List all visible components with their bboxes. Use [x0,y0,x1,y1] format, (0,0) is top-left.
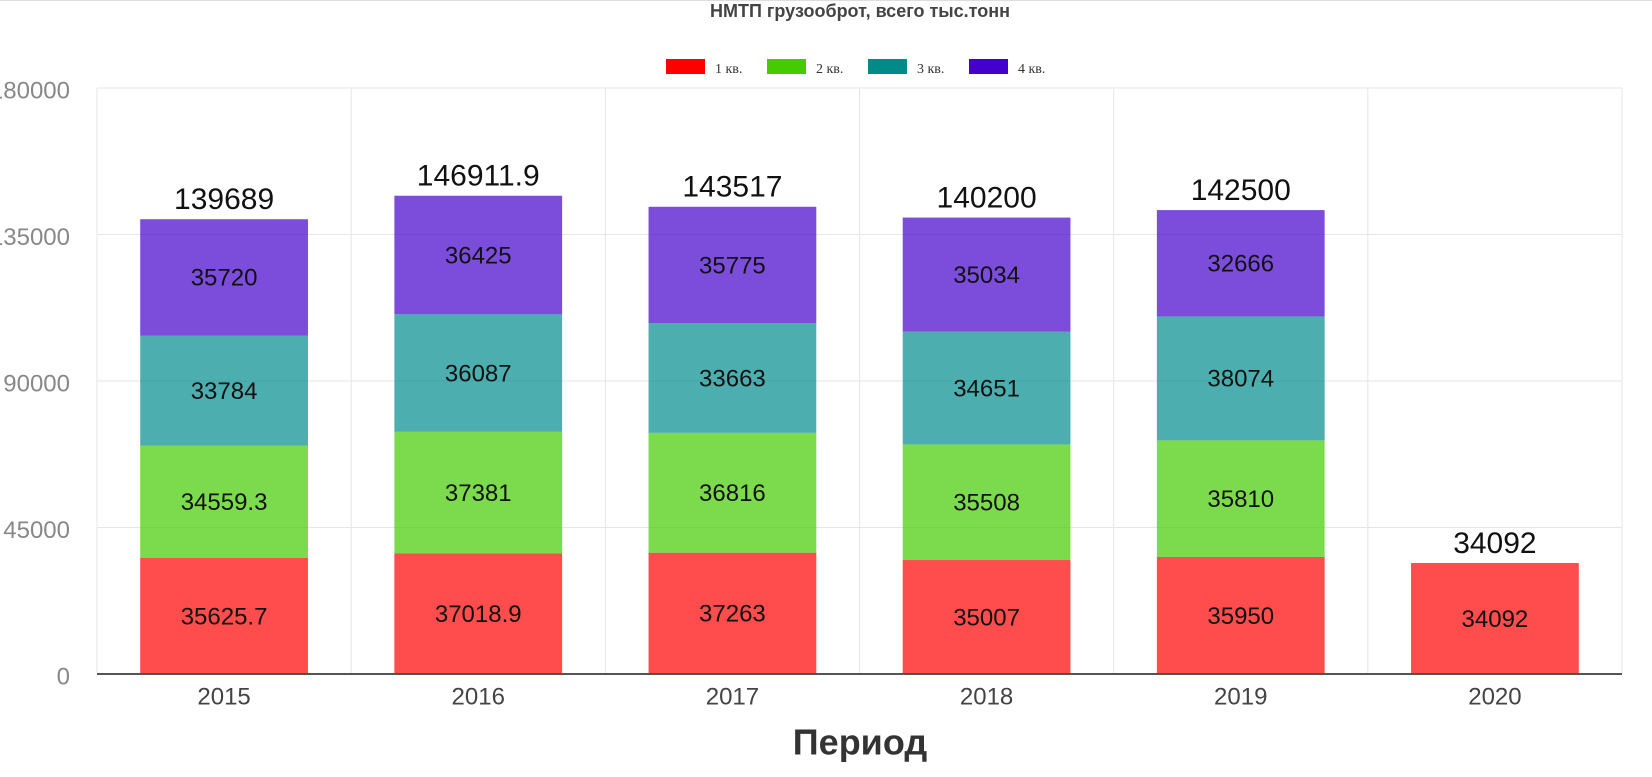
bar-segment [140,558,308,674]
segment-label: 36816 [699,480,766,507]
y-tick-label: 90000 [3,370,70,397]
bar-segment [394,314,563,432]
bar-segment [648,432,817,553]
legend-swatch [767,59,806,74]
bar-segment [1156,316,1325,441]
bar-segment [140,219,308,336]
segment-label: 38074 [1207,366,1274,393]
x-tick-label: 2015 [197,683,250,710]
bar-segment [648,552,817,674]
bar-segment [140,445,308,559]
bar-segment [1156,440,1325,557]
chart-title: НМТП грузооброт, всего тыс.тонн [710,1,1010,21]
x-tick-label: 2020 [1468,683,1521,710]
total-label: 140200 [937,181,1037,214]
legend-label: 2 кв. [816,62,843,77]
bar-segment [1156,210,1325,317]
y-tick-label: 0 [57,663,70,690]
bar-segment [1156,556,1325,674]
segment-label: 33663 [699,365,766,392]
bar-segment [648,323,817,433]
legend-label: 3 кв. [917,62,944,77]
legend-label: 1 кв. [715,62,742,77]
bar-segment [394,195,563,315]
segment-label: 35810 [1207,486,1274,513]
legend-label: 4 кв. [1018,62,1045,77]
bar-segment [394,431,563,554]
legend-swatch [969,59,1008,74]
segment-label: 35007 [953,604,1020,631]
segment-label: 34092 [1462,606,1529,633]
segment-label: 35508 [953,490,1020,517]
total-label: 146911.9 [417,160,540,193]
x-tick-label: 2016 [452,683,505,710]
segment-label: 35034 [953,262,1020,289]
segment-label: 37381 [445,480,512,507]
bar-segment [902,560,1071,674]
bar-segment [902,331,1071,445]
segment-label: 36087 [445,360,512,387]
segment-label: 34651 [953,375,1020,402]
segment-label: 35720 [191,265,258,292]
bar-segment [902,217,1071,332]
bar-segment [140,335,308,446]
total-label: 34092 [1453,527,1536,560]
bar-segment [394,553,563,674]
legend-swatch [868,59,907,74]
bar-segment [902,444,1071,561]
total-label: 143517 [682,171,782,204]
segment-label: 36425 [445,242,512,269]
segment-label: 35775 [699,252,766,279]
total-label: 142500 [1191,174,1291,207]
x-tick-label: 2018 [960,683,1013,710]
legend-swatch [666,59,705,74]
total-label: 139689 [174,183,274,216]
y-tick-label: 45000 [3,517,70,544]
x-tick-label: 2017 [706,683,759,710]
segment-label: 35625.7 [181,603,268,630]
bar-segment [648,206,817,324]
y-tick-label: 135000 [0,224,70,251]
x-tick-label: 2019 [1214,683,1267,710]
x-axis-label: Период [793,722,928,763]
segment-label: 37263 [699,601,766,628]
bar-segment [1411,563,1579,674]
segment-label: 34559.3 [181,489,268,516]
segment-label: 35950 [1207,603,1274,630]
y-tick-label: 180000 [0,77,70,104]
segment-label: 32666 [1207,251,1274,278]
segment-label: 37018.9 [435,601,522,628]
segment-label: 33784 [191,378,258,405]
